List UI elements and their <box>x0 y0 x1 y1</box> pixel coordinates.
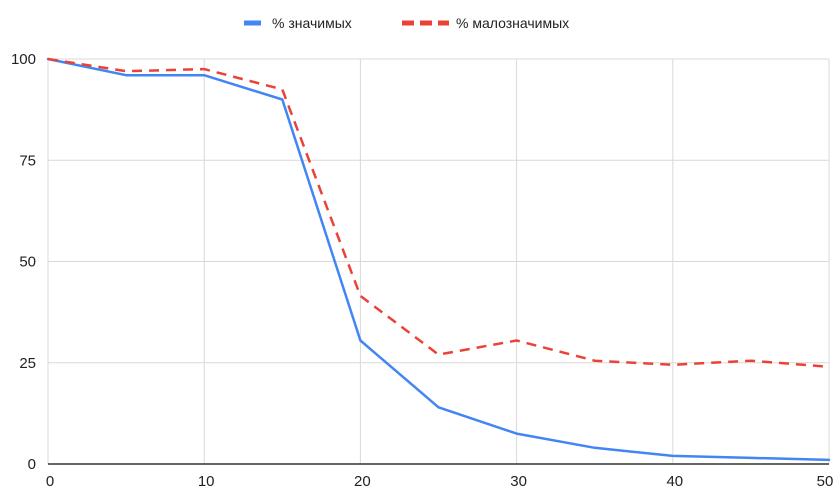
y-tick-label: 0 <box>28 456 36 473</box>
series-lines <box>46 57 831 462</box>
x-tick-label: 20 <box>354 473 371 490</box>
legend-label-series-0: % значимых <box>272 15 352 31</box>
legend: % значимых % малозначимых <box>244 15 569 31</box>
series-line-0 <box>46 57 831 462</box>
x-tick-label: 30 <box>510 473 527 490</box>
series-line-1 <box>47 57 830 369</box>
legend-label-series-1: % малозначимых <box>456 15 569 31</box>
y-tick-label: 50 <box>19 254 36 271</box>
x-tick-label: 50 <box>817 473 834 490</box>
x-tick-label: 40 <box>666 473 683 490</box>
y-tick-label: 25 <box>19 355 36 372</box>
y-tick-label: 100 <box>11 51 36 68</box>
axes: 0 25 50 75 100 0 10 20 30 40 50 <box>11 51 833 490</box>
grid <box>47 58 830 464</box>
x-tick-label: 10 <box>198 473 215 490</box>
y-tick-label: 75 <box>19 152 36 169</box>
x-tick-label: 0 <box>46 473 54 490</box>
